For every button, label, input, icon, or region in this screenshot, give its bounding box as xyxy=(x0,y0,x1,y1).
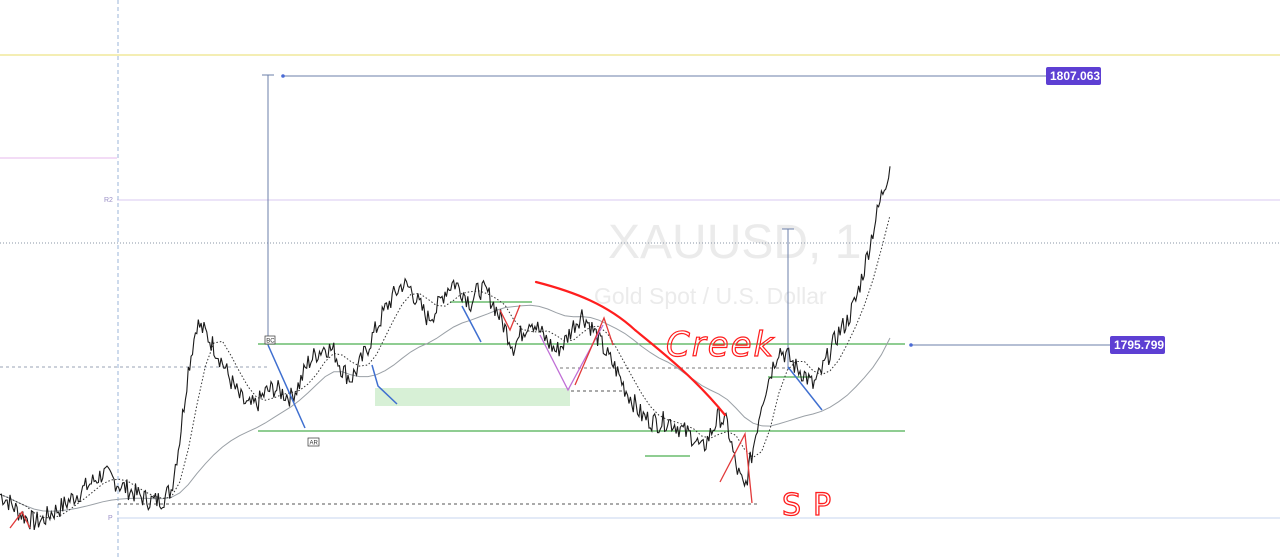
spring-annotation: SP xyxy=(782,488,843,523)
creek-trendline xyxy=(534,280,727,417)
p-pivot-label: P xyxy=(108,515,113,522)
red-zigzag-4 xyxy=(499,304,521,332)
price-tag-lower[interactable]: 1795.799 xyxy=(1110,336,1165,354)
blue-zigzag-1 xyxy=(267,344,306,429)
fast-moving-average xyxy=(0,215,891,519)
red-zigzag-3 xyxy=(9,510,31,529)
symbol-watermark: XAUUSD, 1 xyxy=(608,216,861,269)
blue-zigzag-3 xyxy=(461,305,482,343)
blue-zigzag-4 xyxy=(787,366,823,411)
price-tag-upper-text: 1807.063 xyxy=(1050,69,1100,83)
r2-pivot-label: R2 xyxy=(104,197,113,204)
demand-zone xyxy=(375,388,570,406)
ar-label-box xyxy=(307,437,320,447)
target-anchor-lower xyxy=(909,343,913,347)
description-watermark: Gold Spot / U.S. Dollar xyxy=(594,283,827,309)
slow-moving-average xyxy=(0,304,891,512)
red-zigzag-1 xyxy=(719,431,753,504)
price-tag-lower-text: 1795.799 xyxy=(1114,338,1164,352)
price-series xyxy=(0,166,891,531)
price-tag-upper[interactable]: 1807.063 xyxy=(1046,67,1101,85)
bc-label-box xyxy=(264,335,276,345)
blue-zigzag-2 xyxy=(371,364,398,405)
ar-label: AR xyxy=(310,440,319,446)
creek-annotation: Creek xyxy=(666,325,775,365)
red-zigzag-2 xyxy=(574,316,614,386)
bc-label: BC xyxy=(266,338,275,344)
target-anchor-upper xyxy=(281,74,285,78)
